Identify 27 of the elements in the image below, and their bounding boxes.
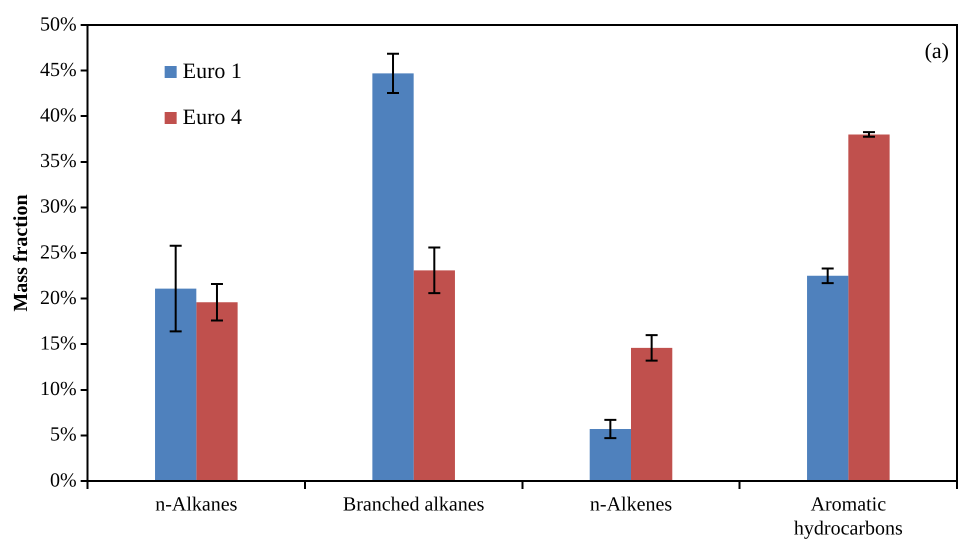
x-tick-label: Branched alkanes bbox=[342, 493, 485, 516]
y-tick-label: 5% bbox=[50, 424, 77, 446]
bar bbox=[196, 302, 238, 480]
bar bbox=[372, 73, 414, 480]
legend-label: Euro 1 bbox=[182, 58, 242, 83]
y-tick-label: 25% bbox=[40, 241, 77, 264]
y-tick-label: 0% bbox=[50, 469, 77, 492]
x-tick-label: Aromatic hydrocarbons bbox=[794, 493, 903, 540]
bar bbox=[155, 288, 196, 480]
bar bbox=[848, 134, 890, 480]
y-tick-label: 20% bbox=[40, 286, 77, 309]
bar bbox=[807, 276, 848, 480]
bar bbox=[630, 348, 672, 480]
y-tick-label: 35% bbox=[40, 150, 77, 172]
y-axis-title: Mass fraction bbox=[10, 194, 32, 312]
x-tick-label: n-Alkenes bbox=[590, 493, 672, 516]
y-tick-label: 50% bbox=[40, 13, 77, 36]
bar bbox=[590, 429, 631, 480]
y-tick-label: 30% bbox=[40, 196, 77, 218]
y-tick-label: 40% bbox=[40, 104, 77, 126]
x-tick-label: n-Alkanes bbox=[155, 493, 238, 516]
annotation: (a) bbox=[924, 38, 949, 63]
y-tick-label: 45% bbox=[40, 58, 77, 81]
y-tick-label: 15% bbox=[40, 332, 77, 354]
legend-label: Euro 4 bbox=[182, 104, 242, 129]
y-tick-label: 10% bbox=[40, 378, 77, 400]
bar bbox=[414, 270, 455, 480]
